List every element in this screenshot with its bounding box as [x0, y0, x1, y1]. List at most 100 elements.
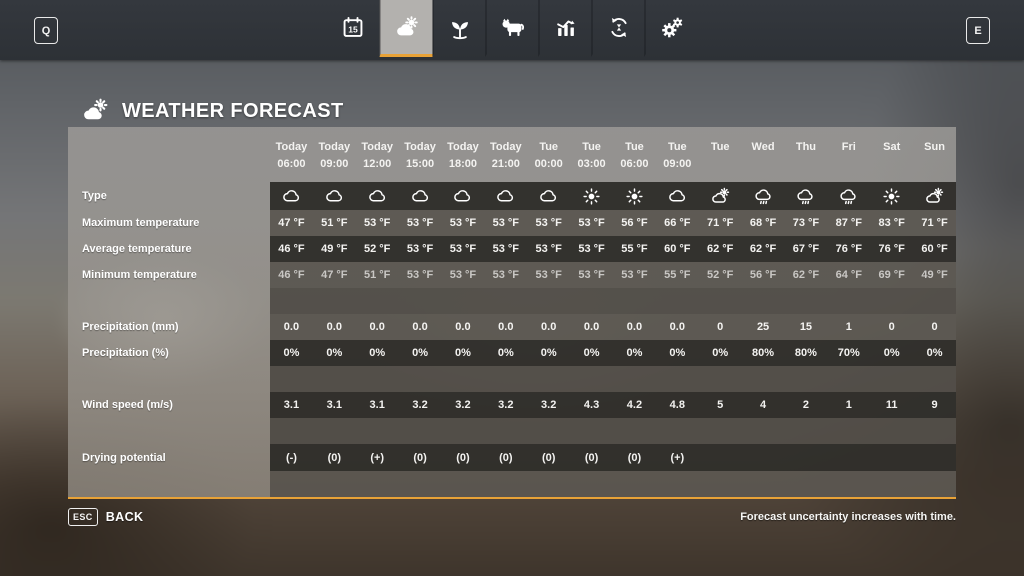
cloudy-icon [497, 189, 514, 201]
precip_mm-cell: 0 [717, 321, 724, 333]
row-label-min: Minimum temperature [82, 269, 197, 281]
type-cell [785, 182, 828, 210]
precip_pct-cell: 0% [412, 347, 429, 359]
min-cell: 51 °F [363, 269, 391, 281]
column-header-day: Today [404, 141, 436, 153]
precip_mm-cell: 0.0 [583, 321, 600, 333]
type-cell [742, 182, 785, 210]
sunny-icon [883, 187, 900, 205]
forecast-panel: Today Today Today Today Today Today Tue Tue Tue T… [68, 127, 956, 497]
tab-weather[interactable] [379, 0, 433, 57]
max-cell: 53 °F [535, 217, 562, 229]
calendar-icon: 15 [343, 16, 363, 37]
avg-cell: 52 °F [363, 243, 391, 255]
column-header-day: Wed [751, 141, 775, 153]
min-cell: 53 °F [621, 269, 648, 281]
drying-cell: (0) [627, 451, 642, 464]
precip_pct-cell: 0% [883, 347, 900, 359]
column-header-day-row: Today Today Today Today Today Today Tue Tue Tue T… [68, 127, 956, 155]
precip_pct-cell: 0% [283, 347, 300, 359]
precip_pct-cell: 0% [369, 347, 386, 359]
max-cell: 71 °F [921, 217, 948, 229]
separator-band [270, 366, 956, 392]
tab-statistics[interactable] [538, 0, 592, 57]
gears-icon [661, 17, 682, 37]
back-label: BACK [105, 510, 144, 524]
avg-cell: 60 °F [664, 243, 691, 255]
type-cell [656, 182, 699, 210]
min-row: Minimum temperature 46 °F 47 °F 51 °F 53 °F 5… [68, 262, 956, 288]
separator-label-spacer [68, 418, 270, 444]
tab-animals[interactable] [485, 0, 539, 57]
avg-cell: 53 °F [535, 243, 562, 255]
precip_pct-cell: 0% [326, 347, 343, 359]
back-button[interactable]: ESC BACK [68, 508, 143, 526]
precip_pct-cell: 0% [926, 347, 943, 359]
cloudy-icon [368, 189, 385, 201]
column-header-day: Today [490, 141, 522, 153]
precip_mm-cell: 0.0 [412, 321, 428, 333]
wind-cell: 3.2 [541, 399, 557, 411]
uncertainty-note: Forecast uncertainty increases with time… [740, 511, 956, 523]
wind-cell: 3.1 [326, 399, 342, 411]
precip_mm-cell: 0.0 [626, 321, 643, 333]
column-header-day: Tue [625, 141, 644, 153]
max-cell: 56 °F [621, 217, 648, 229]
separator-row [68, 418, 956, 444]
cow-icon [502, 18, 524, 36]
separator-row [68, 366, 956, 392]
avg-cell: 53 °F [449, 243, 477, 255]
drying-cell [742, 444, 785, 471]
cloudy-icon [411, 189, 428, 201]
row-label-precip_pct: Precipitation (%) [82, 347, 169, 359]
type-cell [442, 182, 485, 210]
row-label-precip_mm: Precipitation (mm) [82, 321, 179, 333]
type-cell [613, 182, 656, 210]
avg-cell: 53 °F [578, 243, 605, 255]
min-cell: 47 °F [321, 269, 348, 281]
separator-band [270, 418, 956, 444]
separator-label-spacer [68, 471, 270, 497]
partly-cloudy-icon [926, 187, 944, 203]
precip_mm-cell: 0.0 [283, 321, 300, 333]
page-title-row: WEATHER FORECAST [80, 96, 344, 126]
tab-settings[interactable] [644, 0, 698, 57]
wind-cell: 1 [845, 399, 852, 411]
type-cell [484, 182, 527, 210]
cycle-icon [610, 17, 627, 37]
type-cell [313, 182, 356, 210]
min-cell: 55 °F [664, 269, 691, 281]
column-header-time: 15:00 [405, 158, 435, 170]
cloudy-icon [668, 189, 685, 201]
row-label-max: Maximum temperature [82, 217, 200, 229]
min-cell: 49 °F [921, 269, 948, 281]
tab-plants[interactable] [432, 0, 486, 57]
min-cell: 56 °F [749, 269, 777, 281]
cloudy-icon [283, 189, 299, 201]
precip_pct-cell: 0% [712, 347, 729, 359]
min-cell: 69 °F [878, 269, 905, 281]
precip_mm-cell: 15 [799, 321, 813, 333]
column-header-day: Today [318, 141, 351, 153]
drying-cell: (-) [285, 451, 297, 464]
precip_mm-cell: 0.0 [369, 321, 385, 333]
wind-cell: 4.3 [583, 399, 600, 411]
min-cell: 53 °F [578, 269, 605, 281]
key-hint-q: Q [34, 17, 58, 44]
panel-accent-line [68, 497, 956, 499]
precip_pct-cell: 0% [669, 347, 686, 359]
precip_pct-cell: 0% [540, 347, 557, 359]
max-cell: 73 °F [792, 217, 820, 229]
tab-calendar[interactable]: 15 [327, 0, 380, 57]
type-cell [570, 182, 613, 210]
column-header-day: Today [361, 141, 393, 153]
key-hint-q-label: Q [41, 24, 51, 37]
type-cell [699, 182, 742, 210]
drying-cell: (+) [370, 451, 385, 464]
avg-cell: 53 °F [492, 243, 520, 255]
tab-cycles[interactable] [591, 0, 645, 57]
avg-cell: 60 °F [921, 243, 948, 255]
header-spacer [68, 155, 270, 182]
avg-cell: 62 °F [749, 243, 777, 255]
